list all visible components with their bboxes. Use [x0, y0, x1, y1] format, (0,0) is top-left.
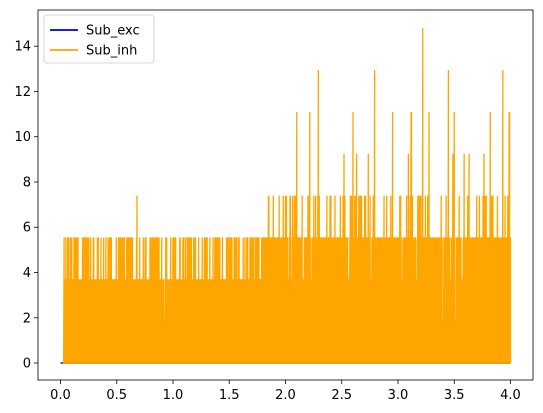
y-tick-label: 8	[23, 175, 31, 190]
x-tick-label: 1.5	[219, 388, 240, 403]
x-tick-label: 0.0	[50, 388, 71, 403]
y-tick-label: 6	[23, 221, 31, 236]
legend-label: Sub_exc	[86, 24, 140, 39]
x-tick-label: 2.0	[275, 388, 296, 403]
legend-box	[43, 14, 155, 64]
x-tick-label: 3.5	[444, 388, 465, 403]
y-axis: 0 2 4 6 8 10 12 14	[14, 40, 38, 372]
x-tick-label: 2.5	[331, 388, 352, 403]
y-tick-label: 14	[14, 40, 31, 55]
x-axis: 0.0 0.5 1.0 1.5 2.0 2.5 3.0 3.5 4.0	[50, 380, 521, 403]
y-tick-label: 2	[23, 311, 31, 326]
plot-marks	[60, 28, 512, 364]
x-tick-label: 0.5	[106, 388, 127, 403]
y-tick-label: 12	[14, 85, 31, 100]
x-tick-label: 3.0	[388, 388, 409, 403]
x-tick-label: 4.0	[500, 388, 521, 403]
x-tick-label: 1.0	[163, 388, 184, 403]
y-tick-label: 4	[23, 266, 31, 281]
legend: Sub_exc Sub_inh	[43, 14, 155, 64]
y-tick-label: 0	[23, 357, 31, 372]
series-line-sub-inh	[60, 28, 512, 364]
y-tick-label: 10	[14, 130, 31, 145]
legend-label: Sub_inh	[86, 44, 137, 59]
